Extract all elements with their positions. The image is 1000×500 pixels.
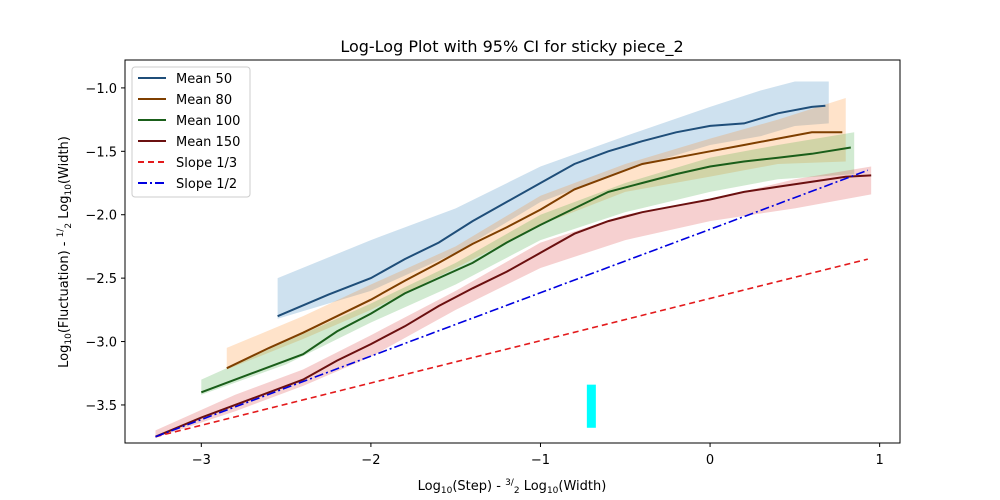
series-line-6 [155, 169, 869, 438]
x-tick-label: −1 [531, 453, 550, 468]
x-tick-label: 1 [876, 453, 884, 468]
x-tick-label: −3 [192, 453, 211, 468]
legend-label-2: Mean 80 [176, 93, 232, 108]
ci-band-1 [277, 81, 829, 319]
y-tick-label: −2.5 [85, 272, 117, 287]
ci-band-2 [226, 98, 846, 370]
legend-label-1: Mean 50 [176, 72, 232, 87]
marker [586, 384, 596, 428]
legend-label-6: Slope 1/2 [176, 177, 237, 192]
series-line-2 [226, 131, 843, 370]
y-tick-label: −2.0 [85, 209, 117, 224]
legend: Mean 50 Mean 80 Mean 100 Mean 150 Slope 1/3 S… [131, 66, 251, 198]
x-axis-label: Log10(Step) - 3/2 Log10(Width) [418, 478, 607, 496]
x-tick-label: −2 [361, 453, 380, 468]
y-tick-label: −1.0 [85, 82, 117, 97]
y-tick-label: −3.5 [85, 399, 117, 414]
y-axis-ticks: −3.5 −3.0 −2.5 −2.0 −1.5 −1.0 [85, 82, 125, 414]
y-axis-label: Log10(Fluctuation) - 1/2 Log10(Width) [56, 136, 74, 368]
chart-title: Log-Log Plot with 95% CI for sticky piec… [340, 37, 683, 57]
legend-label-4: Mean 150 [176, 135, 240, 150]
series-lines [155, 104, 872, 438]
x-axis-ticks: −3 −2 −1 0 1 [192, 443, 884, 468]
series-line-4 [155, 174, 872, 438]
legend-label-5: Slope 1/3 [176, 156, 237, 171]
series-line-5 [155, 258, 868, 438]
series-line-1 [277, 104, 826, 318]
plot-frame [124, 59, 901, 444]
y-tick-label: −3.0 [85, 336, 117, 351]
legend-label-3: Mean 100 [176, 114, 240, 129]
marker-bar [586, 384, 596, 428]
y-tick-label: −1.5 [85, 145, 117, 160]
x-tick-label: 0 [706, 453, 714, 468]
series-line-3 [200, 146, 851, 394]
